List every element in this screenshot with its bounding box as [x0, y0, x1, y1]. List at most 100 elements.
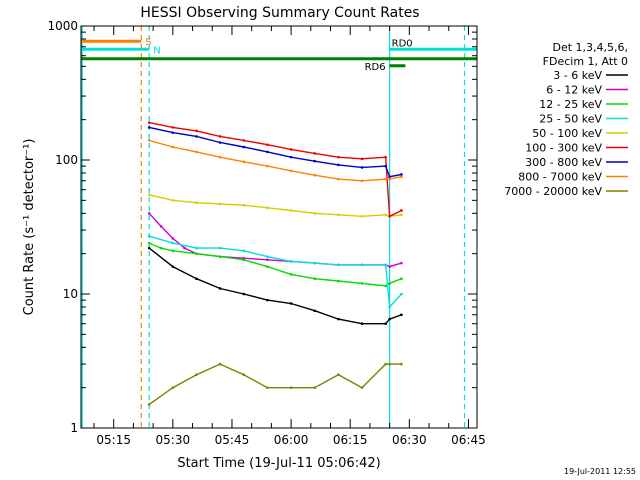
flag-label: RD6: [365, 62, 386, 73]
series-point: [400, 213, 403, 217]
series-point: [360, 322, 364, 326]
series-point: [242, 373, 246, 376]
series-point: [159, 225, 163, 228]
series-point: [266, 164, 269, 168]
series-point: [384, 164, 387, 168]
series-point: [266, 143, 269, 147]
series-point: [171, 199, 175, 202]
flag-bars: SN RD0 RD6: [81, 37, 477, 73]
series-point: [147, 212, 151, 215]
series-point: [400, 173, 403, 176]
legend-label: 3 - 6 keV: [553, 69, 602, 82]
series-point: [171, 237, 175, 240]
series-point: [360, 215, 364, 218]
series-point: [384, 155, 387, 159]
series-point: [195, 129, 198, 133]
series-point: [195, 277, 198, 281]
series-point: [242, 160, 246, 164]
series-line: [149, 126, 402, 178]
legend-label: 100 - 300 keV: [525, 142, 602, 155]
series-point: [242, 292, 246, 296]
series-point: [218, 255, 222, 258]
series-point: [171, 126, 175, 129]
series-point: [218, 362, 222, 366]
data-series: [147, 121, 403, 406]
series-point: [400, 292, 403, 296]
y-axis: 1 10 100 1000: [47, 19, 477, 435]
series-point: [388, 305, 391, 309]
flag-label: RD0: [392, 38, 413, 49]
series-point: [313, 212, 317, 215]
series-point: [147, 121, 151, 124]
series-point: [147, 246, 151, 250]
series-point: [242, 249, 246, 253]
series-point: [360, 386, 364, 389]
series-point: [195, 135, 198, 138]
series-point: [384, 213, 387, 217]
series-point: [313, 173, 317, 177]
series-point: [266, 258, 269, 262]
series-point: [159, 246, 163, 250]
series-point: [195, 150, 198, 154]
series-point: [195, 246, 198, 250]
series-point: [313, 152, 317, 155]
x-tick-label: 06:45: [451, 433, 486, 447]
series-point: [242, 139, 246, 142]
series-point: [337, 213, 340, 217]
x-tick-label: 06:00: [274, 433, 309, 447]
series-point: [289, 302, 293, 305]
series-point: [218, 202, 222, 206]
series-point: [337, 373, 340, 376]
series-point: [400, 261, 403, 265]
series-point: [313, 159, 317, 163]
x-axis: 05:15 05:30 05:45 06:00 06:15 06:30 06:45: [93, 26, 486, 447]
series-point: [337, 155, 340, 159]
series-point: [337, 317, 340, 321]
x-tick-label: 05:15: [96, 433, 131, 447]
series-point: [171, 265, 175, 268]
series-point: [384, 263, 387, 267]
series-line: [148, 242, 402, 287]
series-point: [388, 317, 391, 321]
series-point: [266, 386, 269, 389]
y-tick-label: 1: [70, 421, 78, 435]
series-line: [148, 247, 402, 325]
legend-header-2: FDecim 1, Att 0: [543, 55, 628, 68]
series-point: [388, 175, 391, 179]
y-tick-label: 1000: [47, 19, 78, 33]
series-point: [289, 209, 293, 212]
x-tick-label: 05:45: [215, 433, 250, 447]
series-point: [195, 252, 198, 255]
series-point: [147, 193, 151, 197]
chart-title: HESSI Observing Summary Count Rates: [140, 5, 419, 21]
series-point: [289, 260, 293, 263]
series-point: [242, 145, 246, 149]
series-point: [171, 145, 175, 149]
series-point: [266, 206, 269, 210]
legend-label: 800 - 7000 keV: [518, 171, 602, 184]
y-axis-label: Count Rate (s⁻¹ detector⁻¹): [22, 139, 37, 316]
series-point: [384, 322, 387, 326]
series-point: [266, 265, 269, 268]
legend-label: 25 - 50 keV: [539, 113, 602, 126]
series-point: [400, 277, 403, 281]
series-point: [313, 309, 317, 313]
series-point: [337, 163, 340, 167]
series-point: [388, 362, 391, 366]
series-point: [266, 298, 269, 302]
legend-label: 50 - 100 keV: [532, 127, 602, 140]
series-point: [360, 263, 364, 267]
series-point: [337, 177, 340, 181]
series-point: [183, 246, 186, 250]
series-point: [218, 287, 222, 290]
series-point: [171, 131, 175, 134]
series-line: [149, 194, 402, 218]
series-point: [337, 279, 340, 283]
series-point: [171, 249, 175, 253]
series-point: [337, 263, 340, 267]
series-point: [388, 282, 391, 285]
series-point: [313, 386, 317, 389]
series-point: [195, 201, 198, 205]
legend-header-1: Det 1,3,4,5,6,: [552, 41, 628, 54]
